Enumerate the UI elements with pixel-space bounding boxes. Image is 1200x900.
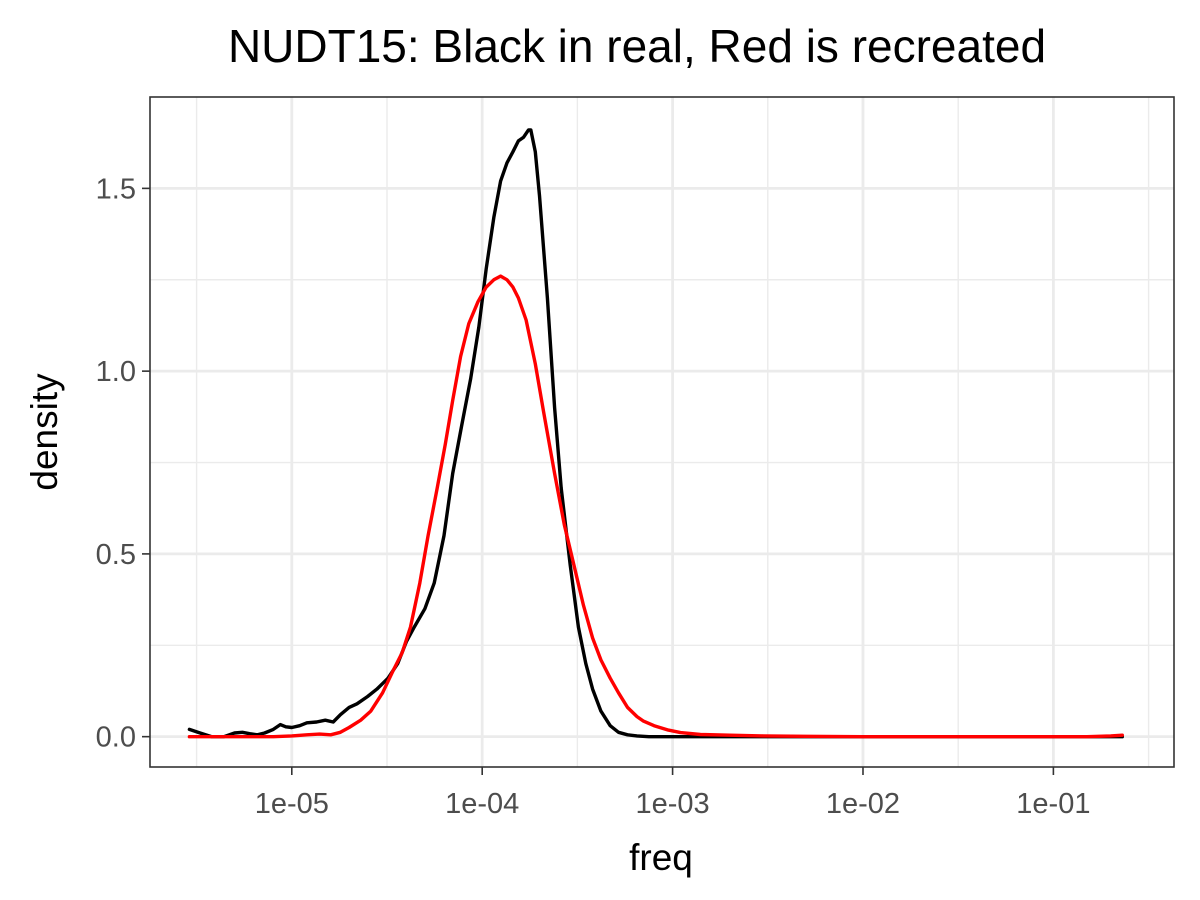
x-axis: 1e-05 1e-04 1e-03 1e-02 1e-01 bbox=[255, 767, 1090, 820]
y-axis: 0.0 0.5 1.0 1.5 bbox=[96, 173, 150, 754]
y-tick-label: 1.0 bbox=[96, 356, 136, 388]
y-tick-label: 0.0 bbox=[96, 722, 136, 754]
x-tick-label: 1e-01 bbox=[1016, 788, 1090, 820]
red-density-line bbox=[187, 274, 1125, 739]
x-tick-label: 1e-05 bbox=[255, 788, 329, 820]
chart-title: NUDT15: Black in real, Red is recreated bbox=[228, 20, 1046, 72]
grid-lines bbox=[150, 97, 1174, 767]
y-axis-title: density bbox=[24, 373, 65, 491]
y-tick-label: 0.5 bbox=[96, 539, 136, 571]
panel-border bbox=[149, 96, 1175, 768]
series-lines bbox=[187, 128, 1125, 739]
y-tick-label: 1.5 bbox=[96, 173, 136, 205]
x-tick-label: 1e-04 bbox=[445, 788, 519, 820]
x-tick-label: 1e-03 bbox=[636, 788, 710, 820]
x-tick-label: 1e-02 bbox=[826, 788, 900, 820]
black-density-line bbox=[187, 128, 1125, 739]
x-axis-title: freq bbox=[629, 837, 693, 878]
